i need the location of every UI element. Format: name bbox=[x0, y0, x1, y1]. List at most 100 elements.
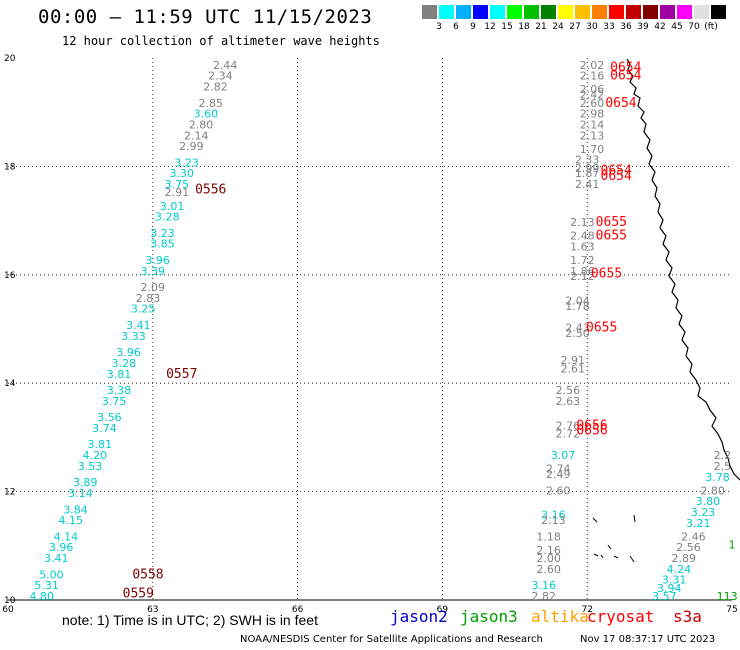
wave-height-value: 5.00 bbox=[39, 568, 64, 581]
legend-swatch bbox=[490, 5, 505, 19]
satellite-cryosat: cryosat bbox=[587, 607, 655, 626]
x-tick-label: 75 bbox=[726, 605, 737, 615]
wave-height-value: 2.42 bbox=[580, 89, 605, 102]
wave-height-value: 3.75 bbox=[102, 395, 127, 408]
coastline-path bbox=[626, 58, 740, 481]
island-1 bbox=[592, 517, 598, 523]
y-tick-label: 12 bbox=[4, 488, 15, 498]
wave-height-value: 3.31 bbox=[662, 574, 687, 587]
legend-swatch bbox=[541, 5, 556, 19]
legend-label: 33 bbox=[603, 22, 615, 32]
page-title: 00:00 – 11:59 UTC 11/15/2023 bbox=[38, 6, 373, 28]
wave-height-value: 3.94 bbox=[657, 582, 682, 595]
legend-label: 39 bbox=[637, 22, 649, 32]
wave-height-value: 3.07 bbox=[551, 449, 576, 462]
wave-height-value: 2.60 bbox=[546, 484, 571, 497]
wave-height-value: 3.96 bbox=[116, 346, 141, 359]
wave-height-value: 3.23 bbox=[691, 506, 716, 519]
wave-height-value: 3.89 bbox=[73, 476, 98, 489]
y-tick-label: 18 bbox=[4, 162, 16, 172]
x-tick-label: 72 bbox=[581, 605, 592, 615]
wave-height-value: 2.48 bbox=[570, 230, 595, 243]
wave-height-value: 3.14 bbox=[68, 487, 93, 500]
wave-height-value: 5.31 bbox=[34, 579, 59, 592]
legend-label: 24 bbox=[552, 22, 564, 32]
wave-height-value: 3.85 bbox=[150, 238, 175, 251]
legend-label: 30 bbox=[586, 22, 598, 32]
wave-height-value: 2.91 bbox=[165, 186, 190, 199]
wave-height-value: 3.28 bbox=[155, 211, 180, 224]
wave-height-value: 3.38 bbox=[107, 384, 132, 397]
wave-height-value: 2.09 bbox=[141, 281, 166, 294]
legend-label: 42 bbox=[654, 22, 666, 32]
wave-height-value: 3.16 bbox=[541, 509, 566, 522]
pass-time-value: 0557 bbox=[166, 367, 197, 382]
wave-height-value: 2.89 bbox=[671, 552, 696, 565]
footer-timestamp: Nov 17 08:37:17 UTC 2023 bbox=[580, 634, 716, 645]
pass-time-value: 0559 bbox=[123, 586, 154, 601]
legend-swatch bbox=[524, 5, 539, 19]
legend-swatch bbox=[558, 5, 573, 19]
wave-height-value: 2.80 bbox=[189, 118, 214, 131]
note-text: note: 1) Time is in UTC; 2) SWH is in fe… bbox=[62, 612, 318, 628]
pass-time-value: 0556 bbox=[195, 183, 226, 198]
wave-height-value: 2.46 bbox=[681, 530, 706, 543]
wave-height-value: 2.04 bbox=[565, 295, 590, 308]
island-7 bbox=[600, 554, 604, 559]
wave-height-value: 2.80 bbox=[700, 484, 725, 497]
wave-height-value: 2.98 bbox=[580, 108, 605, 121]
satellite-s3a: s3a bbox=[673, 607, 702, 626]
legend-swatch bbox=[422, 5, 437, 19]
wave-height-value: 2.72 bbox=[556, 427, 581, 440]
grid-lines bbox=[8, 58, 732, 601]
axis-tick-labels: 60 63 66 69 72 75 10 12 14 16 18 20 bbox=[2, 54, 737, 615]
island-4 bbox=[613, 555, 619, 559]
wave-height-value: 3.96 bbox=[49, 541, 74, 554]
wave-height-value: 3.41 bbox=[126, 319, 151, 332]
wave-height-value: 113 bbox=[717, 590, 738, 603]
wave-height-value: 2.50 bbox=[565, 327, 590, 340]
wave-height-value: 3.81 bbox=[107, 368, 132, 381]
wave-height-value: 2.06 bbox=[580, 83, 605, 96]
y-tick-label: 16 bbox=[4, 271, 16, 281]
x-tick-label: 63 bbox=[147, 605, 158, 615]
wave-height-value: 1.78 bbox=[565, 300, 590, 313]
island-6 bbox=[593, 553, 599, 557]
wave-height-value: 2.99 bbox=[179, 140, 204, 153]
wave-height-value: 1.18 bbox=[536, 530, 561, 543]
legend-swatch bbox=[439, 5, 454, 19]
wave-height-value: 2.5 bbox=[714, 460, 732, 473]
island-5 bbox=[629, 555, 635, 563]
wave-height-value: 3.41 bbox=[44, 552, 69, 565]
legend-swatch bbox=[711, 5, 726, 19]
pass-time-value: 0558 bbox=[132, 567, 163, 582]
island-2 bbox=[607, 544, 612, 550]
pass-time-value: 0655 bbox=[591, 267, 622, 282]
legend-label: 12 bbox=[484, 22, 496, 32]
wave-height-value: 2.63 bbox=[556, 395, 581, 408]
wave-height-value: 2.13 bbox=[580, 129, 605, 142]
legend-label: 27 bbox=[569, 22, 581, 32]
wave-height-value: 3.33 bbox=[121, 330, 146, 343]
legend-swatch bbox=[694, 5, 709, 19]
wave-height-value: 2.16 bbox=[536, 544, 561, 557]
wave-height-value: 3.21 bbox=[686, 517, 711, 530]
wave-height-value: 3.56 bbox=[97, 411, 122, 424]
y-tick-label: 14 bbox=[4, 379, 16, 389]
wave-height-value: 2.13 bbox=[570, 216, 595, 229]
wave-height-value: 1 bbox=[729, 539, 736, 552]
wave-height-value: 3.25 bbox=[131, 303, 156, 316]
wave-height-value: 2.49 bbox=[546, 468, 571, 481]
wave-height-value: 3.75 bbox=[165, 178, 190, 191]
wave-height-value: 2.82 bbox=[532, 590, 557, 603]
wave-height-value: 3.23 bbox=[150, 227, 175, 240]
legend-swatch bbox=[609, 5, 624, 19]
pass-time-value: 0656 bbox=[576, 418, 607, 433]
wave-height-value: 2.12 bbox=[570, 270, 595, 283]
wave-height-value: 2.74 bbox=[546, 463, 571, 476]
y-tick-label: 20 bbox=[4, 54, 16, 64]
pass-time-value: 0655 bbox=[586, 321, 617, 336]
wave-height-value: 2.14 bbox=[184, 129, 209, 142]
legend-swatch bbox=[473, 5, 488, 19]
